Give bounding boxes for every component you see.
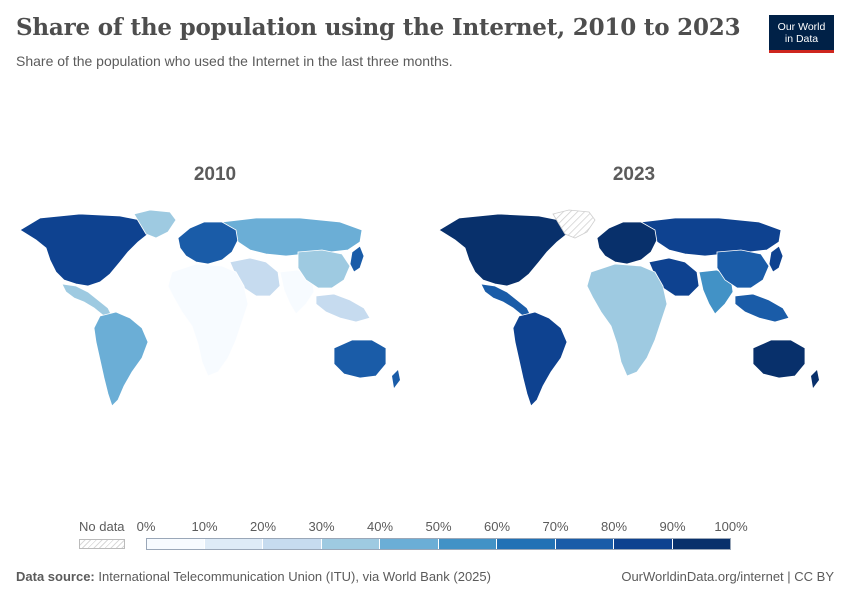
data-source-text[interactable]: International Telecommunication Union (I… — [98, 569, 491, 584]
legend-bins-outline — [146, 538, 731, 550]
region-australia-2010[interactable] — [333, 339, 387, 379]
legend-bin-7[interactable] — [555, 538, 614, 550]
world-maps — [19, 209, 819, 407]
legend-bin-5[interactable] — [438, 538, 497, 550]
region-japan-2023[interactable] — [768, 245, 784, 273]
logo-line-2: in Data — [784, 33, 819, 45]
legend-bin-0[interactable] — [146, 538, 205, 550]
region-africa-2010[interactable] — [167, 263, 249, 377]
region-south-america-2023[interactable] — [512, 311, 568, 407]
region-europe-2023[interactable] — [596, 221, 658, 265]
region-new-zealand-2023[interactable] — [811, 370, 819, 388]
region-north-america-2010[interactable] — [19, 213, 151, 287]
panel-title-2010: 2010 — [193, 164, 237, 185]
owid-logo[interactable]: Our World in Data — [769, 15, 834, 53]
color-legend: No data 0% 10% 20% 30% 40% 50% 60% 70% 80% 90% 100… — [0, 515, 850, 555]
legend-bin-3[interactable] — [321, 538, 380, 550]
region-russia-central-asia-2010[interactable] — [220, 217, 363, 257]
region-north-america-2023[interactable] — [438, 213, 570, 287]
data-source: Data source: International Telecommunica… — [16, 569, 491, 584]
chart-subtitle: Share of the population who used the Int… — [16, 53, 453, 69]
region-russia-central-asia-2023[interactable] — [639, 217, 782, 257]
legend-tick-0: 0% — [136, 519, 156, 534]
legend-tick-7: 70% — [542, 519, 569, 534]
region-greenland-2010[interactable] — [133, 209, 177, 239]
legend-bin-6[interactable] — [497, 538, 556, 550]
region-mexico-central-america-2010[interactable] — [61, 283, 113, 317]
region-mexico-central-america-2023[interactable] — [480, 283, 532, 317]
legend-bin-8[interactable] — [614, 538, 673, 550]
region-china-east-asia-2023[interactable] — [716, 249, 770, 289]
region-china-east-asia-2010[interactable] — [297, 249, 351, 289]
legend-tick-4: 40% — [366, 519, 394, 534]
legend-no-data-swatch — [79, 539, 125, 549]
region-new-zealand-2010[interactable] — [392, 370, 400, 388]
map-2023 — [438, 209, 819, 407]
legend-tick-3: 30% — [308, 519, 335, 534]
region-japan-2010[interactable] — [349, 245, 365, 273]
legend-tick-9: 90% — [659, 519, 686, 534]
region-europe-2010[interactable] — [177, 221, 239, 265]
legend-bin-4[interactable] — [380, 538, 439, 550]
legend-bin-1[interactable] — [204, 538, 263, 550]
data-source-label: Data source: — [16, 569, 95, 584]
region-southeast-asia-2023[interactable] — [734, 293, 790, 323]
region-greenland-2023[interactable] — [552, 209, 596, 239]
legend-tick-8: 80% — [600, 519, 628, 534]
region-africa-2023[interactable] — [586, 263, 668, 377]
legend-tick-5: 50% — [425, 519, 452, 534]
region-australia-2023[interactable] — [752, 339, 806, 379]
legend-tick-2: 20% — [249, 519, 277, 534]
chart-title: Share of the population using the Intern… — [16, 14, 741, 41]
logo-line-1: Our World — [777, 21, 826, 33]
legend-bin-2[interactable] — [263, 538, 322, 550]
legend-tick-10: 100% — [714, 519, 748, 534]
legend-no-data-label: No data — [79, 519, 125, 534]
legend-tick-6: 60% — [483, 519, 511, 534]
region-southeast-asia-2010[interactable] — [315, 293, 371, 323]
region-south-america-2010[interactable] — [93, 311, 149, 407]
credit-link[interactable]: OurWorldinData.org/internet | CC BY — [621, 569, 834, 584]
panel-title-2023: 2023 — [612, 164, 656, 185]
legend-tick-1: 10% — [191, 519, 218, 534]
map-2010 — [19, 209, 400, 407]
